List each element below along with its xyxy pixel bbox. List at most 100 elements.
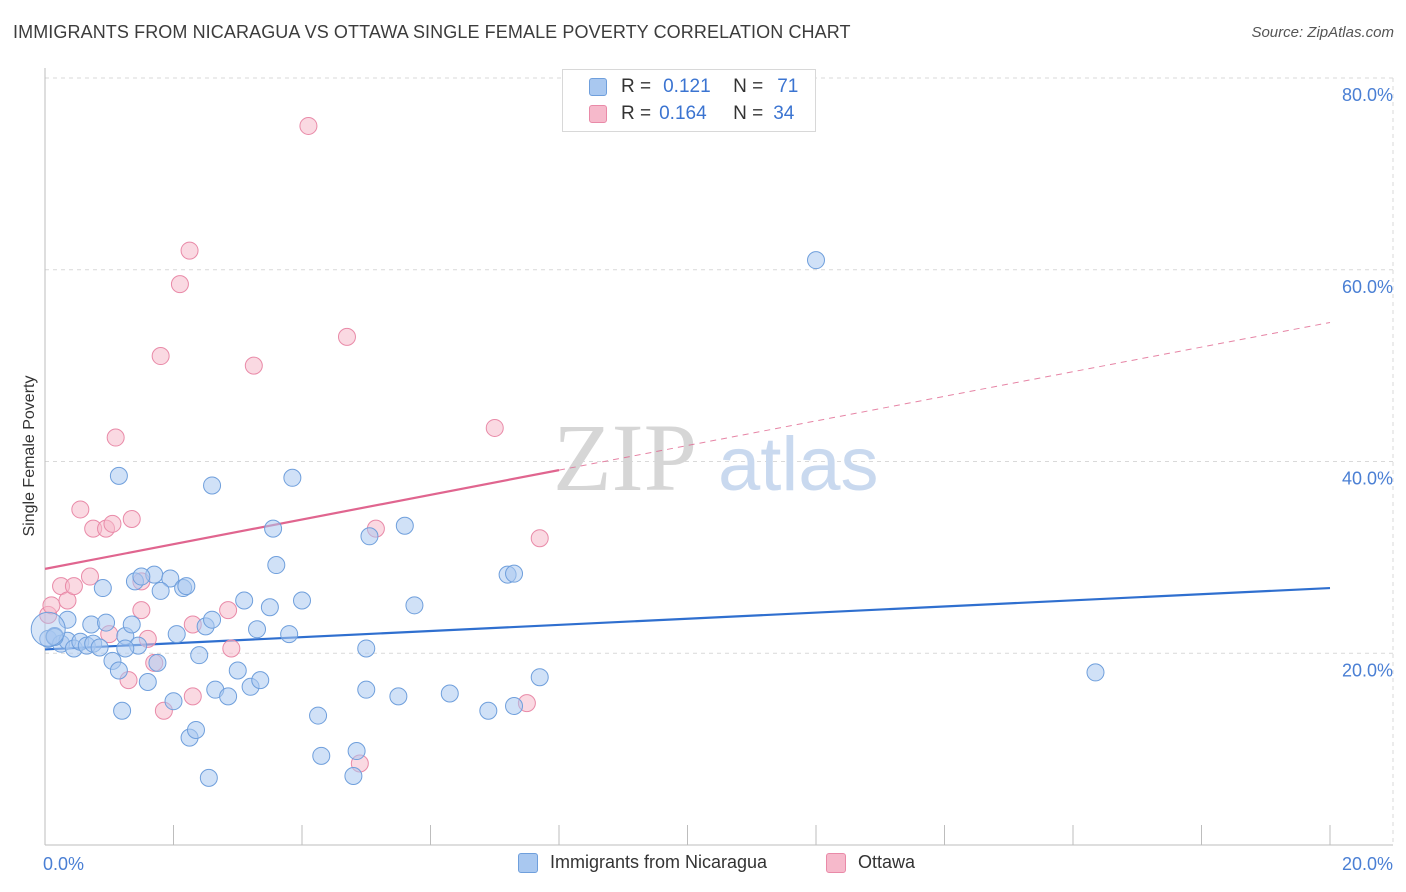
- nicaragua-point: [58, 610, 77, 629]
- legend-item-ottawa: Ottawa: [826, 852, 915, 873]
- nicaragua-point: [199, 768, 218, 787]
- nicaragua-point: [177, 577, 196, 596]
- nicaragua-point: [312, 746, 331, 765]
- legend-swatch-blue: [518, 852, 538, 873]
- ottawa-point: [103, 514, 122, 533]
- legend-item-nicaragua: Immigrants from Nicaragua: [518, 852, 767, 873]
- nicaragua-point: [82, 615, 101, 634]
- nicaragua-point: [248, 620, 267, 639]
- nicaragua-point: [203, 610, 222, 629]
- axes: [44, 68, 1393, 846]
- nicaragua-point: [203, 476, 222, 495]
- legend-label-ottawa: Ottawa: [858, 852, 916, 872]
- y-axis-title: Single Female Poverty: [21, 376, 38, 537]
- nicaragua-point: [161, 569, 180, 588]
- ottawa-point: [183, 687, 202, 706]
- legend-r-value: 0.121: [663, 76, 711, 97]
- x-tick-label: 0.0%: [43, 854, 84, 874]
- nicaragua-point: [1086, 663, 1105, 682]
- y-tick-label: 60.0%: [1342, 277, 1393, 297]
- legend-r-label: R =: [621, 76, 652, 97]
- nicaragua-point: [440, 684, 459, 703]
- series-legend: Immigrants from Nicaragua Ottawa: [0, 852, 1406, 878]
- y-tick-label: 80.0%: [1342, 85, 1393, 105]
- nicaragua-point: [347, 742, 366, 761]
- nicaragua-point: [109, 661, 128, 680]
- nicaragua-point: [505, 564, 524, 583]
- ottawa-point: [299, 116, 318, 135]
- ottawa-point: [244, 356, 263, 375]
- legend-n-label: N =: [733, 76, 764, 97]
- legend-n-value: 34: [773, 103, 795, 124]
- legend-swatch-pink: [826, 852, 846, 873]
- ottawa-point: [530, 529, 549, 548]
- trendline-nicaragua: [44, 586, 1331, 651]
- nicaragua-point: [264, 519, 283, 538]
- nicaragua-point: [280, 625, 299, 644]
- nicaragua-point: [219, 687, 238, 706]
- watermark: ZIP atlas: [553, 404, 879, 511]
- legend-n-value: 71: [777, 76, 799, 97]
- trendlines: [44, 321, 1331, 651]
- ottawa-point: [132, 601, 151, 620]
- ottawa-point: [80, 567, 99, 586]
- nicaragua-point: [97, 613, 116, 632]
- x-tick-label: 20.0%: [1342, 854, 1393, 874]
- nicaragua-point: [116, 639, 135, 658]
- chart-title: IMMIGRANTS FROM NICARAGUA VS OTTAWA SING…: [13, 22, 851, 42]
- nicaragua-point: [344, 766, 363, 785]
- ottawa-point: [71, 500, 90, 519]
- nicaragua-point: [228, 661, 247, 680]
- nicaragua-point: [389, 687, 408, 706]
- nicaragua-point: [164, 692, 183, 711]
- legend-row-ottawa: R = 0.164 N = 34: [589, 103, 794, 125]
- nicaragua-point: [405, 596, 424, 615]
- legend-r-label: R =: [621, 103, 652, 124]
- nicaragua-point: [251, 671, 270, 690]
- legend-r-value: 0.164: [659, 103, 707, 124]
- y-tick-label: 20.0%: [1342, 660, 1393, 680]
- ottawa-point: [222, 639, 241, 658]
- y-tick-label: 40.0%: [1342, 469, 1393, 489]
- legend-swatch-blue: [589, 78, 607, 96]
- trendline-ottawa: [44, 469, 560, 570]
- ottawa-point: [219, 601, 238, 620]
- nicaragua-point: [93, 579, 112, 598]
- ottawa-point: [42, 596, 61, 615]
- nicaragua-point: [357, 639, 376, 658]
- nicaragua-point: [122, 615, 141, 634]
- nicaragua-point: [479, 701, 498, 720]
- nicaragua-point: [90, 638, 109, 657]
- trendline-ottawa-extension: [558, 321, 1331, 471]
- nicaragua-point: [132, 567, 151, 586]
- ottawa-point: [151, 347, 170, 366]
- nicaragua-point: [167, 625, 186, 644]
- nicaragua-point: [186, 720, 205, 739]
- nicaragua-point: [267, 556, 286, 575]
- nicaragua-point: [283, 468, 302, 487]
- nicaragua-point: [109, 466, 128, 485]
- watermark-atlas: atlas: [718, 422, 879, 507]
- nicaragua-point: [309, 706, 328, 725]
- nicaragua-point: [138, 673, 157, 692]
- nicaragua-point: [293, 591, 311, 610]
- nicaragua-point: [190, 646, 209, 665]
- nicaragua-point: [357, 680, 376, 699]
- nicaragua-point: [530, 668, 549, 687]
- nicaragua-point: [505, 696, 524, 715]
- data-points: [30, 116, 1105, 787]
- tick-labels: 20.0% 40.0% 60.0% 80.0% 0.0% 20.0%: [43, 85, 1393, 874]
- nicaragua-point: [260, 598, 279, 617]
- ottawa-point: [180, 241, 199, 260]
- ottawa-point: [485, 418, 504, 437]
- nicaragua-point: [235, 591, 254, 610]
- nicaragua-point: [151, 581, 170, 600]
- nicaragua-point: [148, 653, 167, 672]
- legend-n-label: N =: [733, 103, 764, 124]
- ottawa-point: [170, 275, 189, 294]
- source-label: Source: ZipAtlas.com: [1251, 24, 1394, 41]
- nicaragua-point: [360, 527, 379, 546]
- legend-label-nicaragua: Immigrants from Nicaragua: [550, 852, 768, 872]
- nicaragua-point: [113, 701, 132, 720]
